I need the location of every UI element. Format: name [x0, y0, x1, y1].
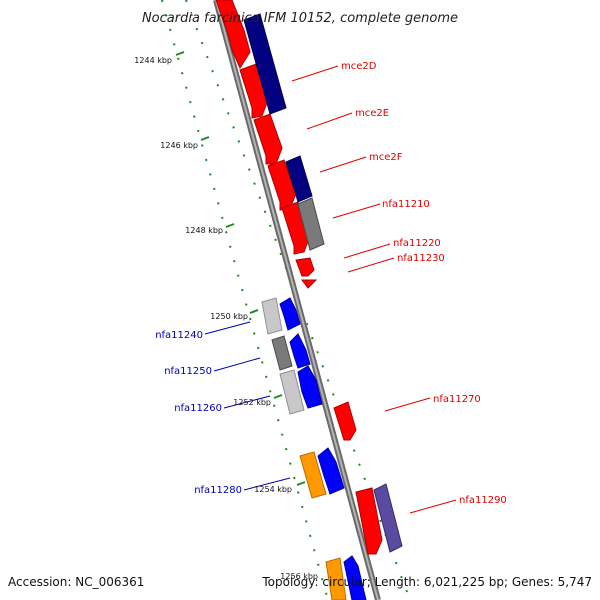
gene-label-nfa11250[interactable]: nfa11250: [164, 366, 212, 377]
gene-label-nfa11240[interactable]: nfa11240: [155, 330, 203, 341]
leader-nfa11280: [243, 477, 291, 491]
tick-label-1252: 1252 kbp: [233, 398, 271, 407]
gene-label-nfa11290[interactable]: nfa11290: [459, 495, 507, 506]
gene-label-nfa11280[interactable]: nfa11280: [194, 485, 242, 496]
leader-nfa11290: [409, 499, 457, 514]
gene-label-nfa11230[interactable]: nfa11230: [397, 253, 445, 264]
tick-labels: 1244 kbp 1246 kbp 1248 kbp 1250 kbp 1252…: [134, 56, 292, 494]
gene-block-navy-1[interactable]: [243, 13, 287, 115]
gene-nfa11250-arrow[interactable]: [289, 333, 311, 369]
gene-label-nfa11220[interactable]: nfa11220: [393, 238, 441, 249]
tick-mark-1254: [296, 481, 306, 486]
gene-labels: mce2D mce2E mce2F nfa11210 nfa11220 nfa1…: [155, 61, 507, 506]
gene-block-gray-2[interactable]: [271, 335, 293, 371]
tick-mark-1246: [200, 136, 210, 141]
leader-nfa11240: [204, 321, 251, 335]
tick-mark-1244: [175, 51, 185, 56]
gene-nfa11240-arrow[interactable]: [279, 297, 301, 331]
accession-text: Accession: NC_006361: [8, 575, 144, 589]
gene-block-orange-2[interactable]: [325, 557, 347, 600]
gene-block-gray-1[interactable]: [297, 197, 325, 251]
tick-label-1250: 1250 kbp: [210, 312, 248, 321]
gene-nfa11230-arrow[interactable]: [301, 279, 318, 289]
gene-block-purple[interactable]: [373, 483, 403, 553]
gene-nfa11280-arrow[interactable]: [317, 447, 345, 495]
leader-mce2d: [291, 65, 339, 82]
tick-label-1254: 1254 kbp: [254, 485, 292, 494]
gene-nfa11290-red-arrow[interactable]: [355, 487, 383, 555]
genome-backbone: [213, 0, 381, 600]
inner-dotted-track: [161, 0, 329, 600]
leader-nfa11230: [347, 257, 395, 273]
leader-nfa11250: [213, 357, 261, 372]
map-title: Nocardia farcinica IFM 10152, complete g…: [142, 11, 458, 26]
gene-label-nfa11210[interactable]: nfa11210: [382, 199, 430, 210]
scale-ticks: [175, 51, 306, 486]
gene-label-mce2d[interactable]: mce2D: [341, 61, 377, 72]
leader-nfa11220: [343, 243, 391, 259]
gene-nfa11260-arrow[interactable]: [297, 365, 323, 409]
leader-nfa11270: [384, 397, 431, 412]
gene-label-mce2e[interactable]: mce2E: [355, 108, 389, 119]
tick-label-1256-faded: 1256 kbp: [280, 572, 318, 581]
tick-label-1246: 1246 kbp: [160, 141, 198, 150]
tick-mark-1248: [225, 223, 235, 228]
gene-label-nfa11260[interactable]: nfa11260: [174, 403, 222, 414]
tick-mark-1252: [273, 394, 283, 399]
gene-nfa11220-arrow[interactable]: [295, 257, 315, 277]
tick-label-1248: 1248 kbp: [185, 226, 223, 235]
gene-label-nfa11270[interactable]: nfa11270: [433, 394, 481, 405]
genome-summary-text: Topology: circular; Length: 6,021,225 bp…: [261, 575, 592, 589]
gene-block-navy-2[interactable]: [285, 155, 313, 203]
leader-nfa11260: [223, 395, 271, 409]
gene-nfa11270-arrow[interactable]: [333, 401, 357, 441]
gene-block-lightgray-1[interactable]: [261, 297, 283, 335]
gene-block-orange-1[interactable]: [299, 451, 327, 499]
gene-block-lightgray-2[interactable]: [279, 369, 305, 415]
tick-mark-1250: [249, 309, 259, 314]
label-leader-lines: [204, 65, 457, 514]
genes-reverse-strand: [261, 297, 367, 600]
gene-block-blue-bottom[interactable]: [343, 555, 367, 600]
outer-dotted-track: [185, 0, 411, 600]
leader-mce2f: [319, 156, 367, 173]
genes-forward-secondary: [243, 13, 403, 553]
gene-label-mce2f[interactable]: mce2F: [369, 152, 403, 163]
tick-label-1244: 1244 kbp: [134, 56, 172, 65]
leader-nfa11210: [332, 203, 381, 219]
leader-mce2e: [306, 112, 353, 130]
gene-mce2c-arrow[interactable]: [215, 0, 251, 70]
